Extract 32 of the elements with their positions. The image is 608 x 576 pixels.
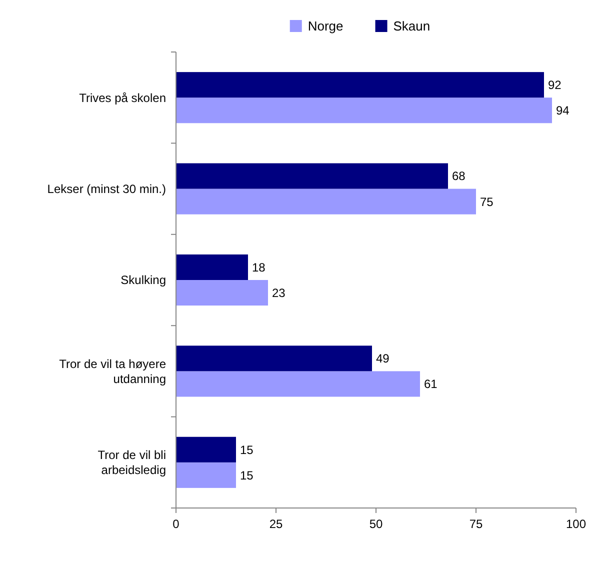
y-tick-label: Skulking — [120, 273, 166, 288]
data-label: 15 — [240, 468, 254, 482]
data-label: 23 — [272, 286, 286, 300]
y-tick-label: Tror de vil bli arbeidsledig — [98, 448, 166, 478]
bar — [176, 436, 236, 462]
bar — [176, 462, 236, 488]
data-label: 68 — [452, 169, 466, 184]
data-label: 18 — [252, 260, 266, 274]
bar — [176, 188, 476, 214]
y-tick-label: Tror de vil ta høyere utdanning — [59, 356, 166, 386]
data-label: 61 — [424, 377, 438, 392]
data-label: 92 — [548, 78, 562, 92]
x-tick-label: 50 — [369, 517, 383, 531]
x-tick-label: 75 — [469, 517, 483, 531]
bar — [176, 346, 372, 372]
data-label: 75 — [480, 194, 494, 209]
x-tick-label: 0 — [172, 517, 180, 531]
data-label: 94 — [556, 104, 570, 118]
bar — [176, 254, 248, 280]
bar — [176, 98, 552, 124]
bar — [176, 371, 420, 397]
bar — [176, 163, 448, 189]
y-tick-label: Trives på skolen — [79, 90, 166, 105]
x-tick-label: 25 — [269, 517, 283, 531]
data-label: 49 — [376, 352, 390, 366]
y-tick-label: Lekser (minst 30 min.) — [47, 182, 166, 196]
data-label: 15 — [240, 442, 254, 457]
x-tick-label: 100 — [566, 517, 586, 531]
legend-label: Norge — [308, 18, 344, 34]
legend-label: Skaun — [393, 18, 430, 34]
bar — [176, 280, 268, 306]
bar — [176, 72, 544, 98]
